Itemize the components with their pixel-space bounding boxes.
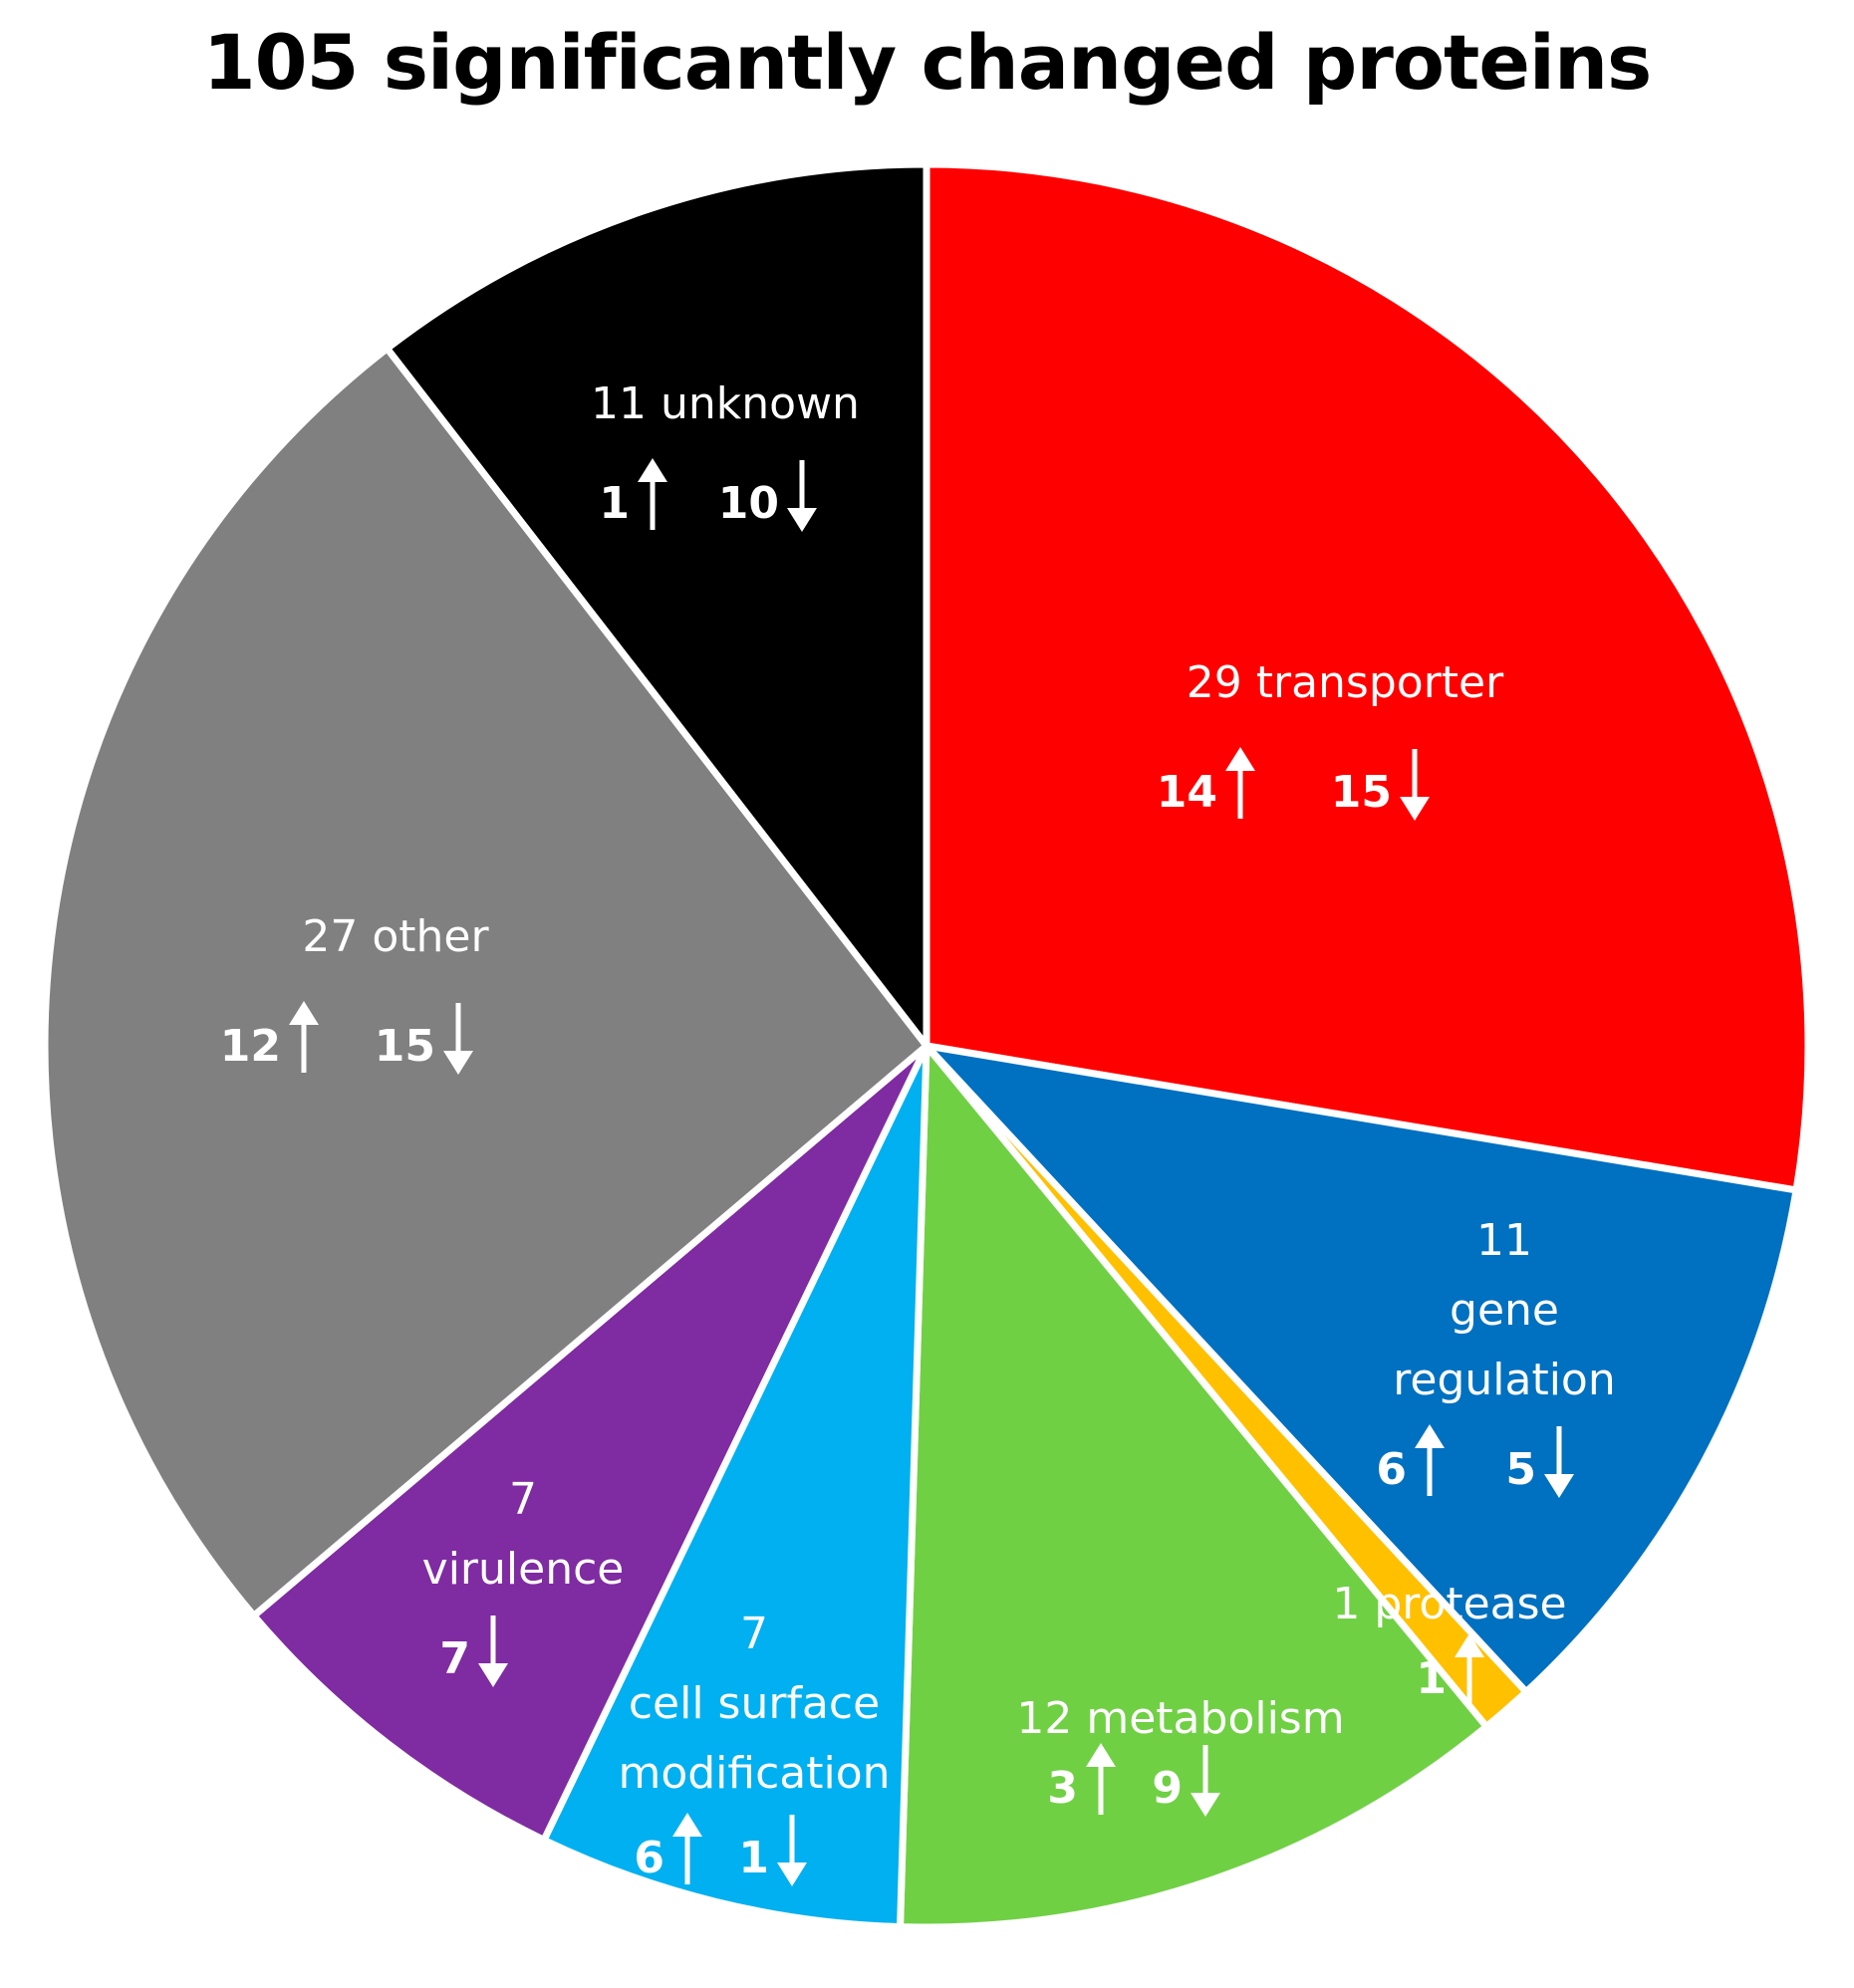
down-arrow-icon — [443, 1003, 473, 1075]
down-arrow-icon — [1191, 1745, 1220, 1817]
down-count-transporter: 15 — [1331, 767, 1392, 818]
down-count-unknown: 10 — [718, 478, 779, 529]
slice-label-unknown: 11 unknown — [591, 378, 860, 429]
down-arrow-icon — [1400, 749, 1430, 821]
pie-slice-other — [41, 345, 930, 1619]
slice-label-gene-regulation-line2: gene — [1450, 1285, 1559, 1336]
up-count-metabolism: 3 — [1047, 1763, 1078, 1814]
up-arrow-icon — [289, 1001, 319, 1073]
pie-slice-transporter — [923, 160, 1812, 1194]
up-arrow-icon — [1086, 1743, 1116, 1815]
up-count-transporter: 14 — [1157, 767, 1217, 818]
up-arrow-icon — [1415, 1424, 1445, 1496]
down-count-virulence: 7 — [439, 1633, 470, 1684]
slice-label-gene-regulation-line3: regulation — [1393, 1355, 1615, 1405]
up-arrow-icon — [672, 1813, 702, 1884]
down-arrow-icon — [777, 1815, 807, 1886]
slice-label-virulence-line2: virulence — [422, 1544, 625, 1595]
down-count-cell-surface-modification: 1 — [738, 1833, 769, 1883]
pie-slice-cell-surface-modification — [540, 1042, 930, 1931]
slice-label-other: 27 other — [302, 911, 489, 962]
down-count-other: 15 — [375, 1021, 435, 1072]
up-count-gene-regulation: 6 — [1376, 1444, 1407, 1495]
up-arrow-icon — [1455, 1633, 1484, 1705]
down-arrow-icon — [478, 1615, 508, 1687]
slice-label-gene-regulation: 11 — [1476, 1215, 1532, 1266]
down-count-metabolism: 9 — [1152, 1763, 1183, 1814]
slice-label-metabolism: 12 metabolism — [1016, 1693, 1344, 1744]
up-arrow-icon — [638, 458, 667, 530]
up-arrow-icon — [1225, 747, 1255, 819]
slice-label-virulence: 7 — [509, 1474, 537, 1525]
up-count-protease: 1 — [1416, 1653, 1447, 1704]
slice-label-cell-surface-modification-line3: modification — [618, 1748, 890, 1799]
slice-label-transporter: 29 transporter — [1187, 657, 1504, 708]
slice-label-cell-surface-modification-line2: cell surface — [629, 1678, 880, 1729]
chart-title: 105 significantly changed proteins — [202, 18, 1653, 107]
pie-slice-unknown — [384, 160, 930, 1050]
slice-label-cell-surface-modification: 7 — [740, 1609, 768, 1659]
up-count-other: 12 — [220, 1021, 281, 1072]
down-arrow-icon — [787, 460, 817, 532]
pie-slice-gene-regulation — [923, 1042, 1800, 1696]
down-count-gene-regulation: 5 — [1505, 1444, 1536, 1495]
up-count-cell-surface-modification: 6 — [634, 1833, 664, 1883]
pie-slice-metabolism — [897, 1042, 1490, 1931]
slice-label-protease: 1 protease — [1332, 1579, 1566, 1629]
pie-slice-virulence — [250, 1042, 930, 1844]
up-count-unknown: 1 — [599, 478, 630, 529]
down-arrow-icon — [1544, 1426, 1574, 1498]
